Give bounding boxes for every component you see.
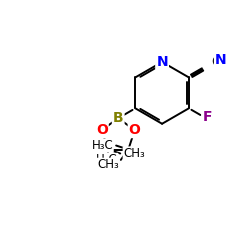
Text: O: O (96, 123, 108, 137)
Text: F: F (202, 110, 212, 124)
Text: H₃C: H₃C (92, 139, 113, 152)
Text: B: B (113, 111, 124, 125)
Text: CH₃: CH₃ (123, 147, 145, 160)
Text: C: C (211, 55, 221, 69)
Text: CH₃: CH₃ (97, 158, 119, 171)
Text: H₃C: H₃C (96, 154, 118, 166)
Text: N: N (156, 55, 168, 69)
Text: O: O (129, 123, 140, 137)
Text: N: N (215, 53, 227, 67)
